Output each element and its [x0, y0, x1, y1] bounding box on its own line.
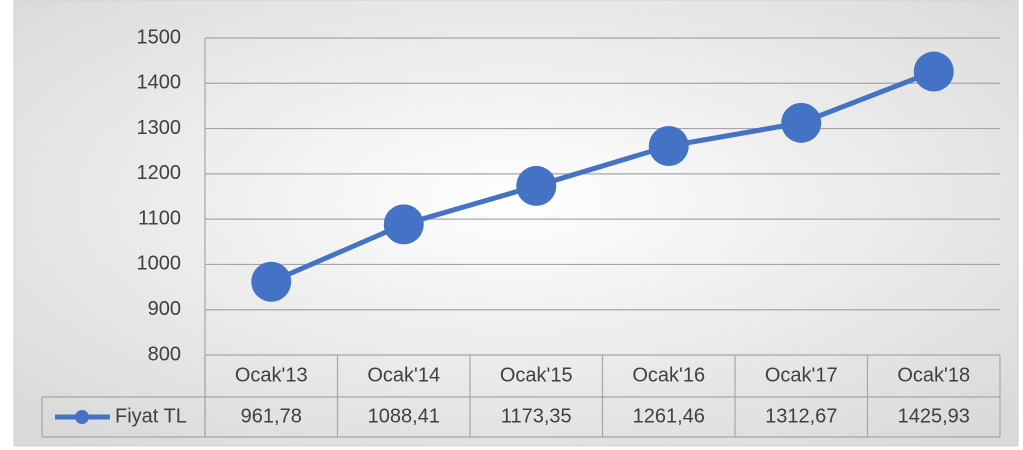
- table-value: 1173,35: [501, 405, 572, 427]
- x-tick-label: Ocak'17: [765, 364, 838, 386]
- y-tick-label: 1100: [138, 207, 181, 229]
- marker: [781, 102, 822, 143]
- marker: [648, 126, 689, 167]
- y-tick-label: 1000: [137, 253, 182, 275]
- table-value: 1261,46: [633, 405, 705, 427]
- y-tick-label: 900: [148, 298, 181, 320]
- y-tick-label: 1500: [137, 26, 182, 48]
- y-tick-label: 800: [148, 343, 181, 365]
- chart-background: [13, 0, 1019, 447]
- legend-label: Fiyat TL: [115, 405, 187, 427]
- marker: [516, 165, 557, 206]
- table-value: 1425,93: [898, 405, 970, 427]
- y-tick-label: 1200: [137, 162, 182, 184]
- x-tick-label: Ocak'16: [632, 364, 705, 386]
- table-value: 961,78: [241, 405, 302, 427]
- series-line: [270, 69, 935, 285]
- table-value: 1088,41: [368, 405, 440, 427]
- legend-marker: [75, 410, 89, 424]
- marker: [383, 204, 424, 245]
- x-tick-label: Ocak'13: [235, 364, 308, 386]
- x-tick-label: Ocak'14: [367, 364, 440, 386]
- x-tick-label: Ocak'15: [500, 364, 573, 386]
- y-tick-label: 1300: [137, 117, 182, 139]
- marker: [251, 261, 292, 302]
- table-value: 1312,67: [765, 405, 837, 427]
- y-tick-label: 1400: [137, 72, 182, 94]
- marker: [913, 51, 954, 92]
- x-tick-label: Ocak'18: [897, 364, 970, 386]
